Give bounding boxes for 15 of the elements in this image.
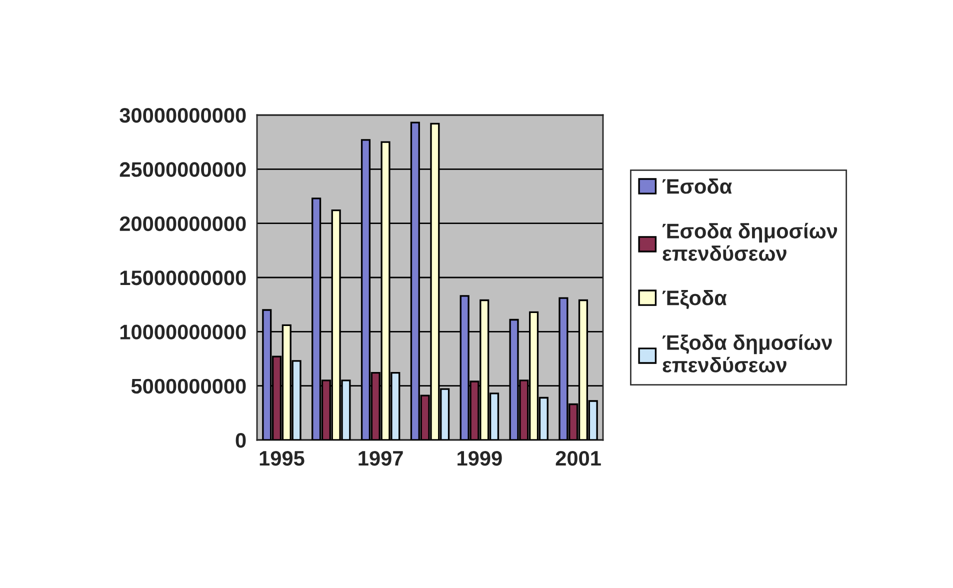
legend-label: Έξοδα: [662, 290, 727, 310]
x-tick-label: 1997: [358, 450, 403, 466]
y-tick-label: 5000000000: [131, 378, 246, 394]
y-tick-label: 0: [236, 433, 246, 448]
y-tick-label: 20000000000: [120, 216, 246, 232]
x-tick-label: 2001: [556, 450, 601, 466]
y-tick-label: 30000000000: [120, 108, 246, 123]
x-tick-label: 1995: [260, 450, 304, 466]
x-tick-label: 1999: [458, 450, 502, 466]
legend-label: Έσοδα δημοσίων επενδύσεων: [662, 222, 838, 261]
legend-label: Έσοδα: [662, 178, 732, 194]
y-tick-label: 15000000000: [120, 270, 246, 286]
y-tick-label: 25000000000: [120, 162, 246, 177]
legend-label: Έξοδα δημοσίων επενδύσεων: [662, 334, 832, 372]
y-tick-label: 10000000000: [120, 324, 246, 340]
